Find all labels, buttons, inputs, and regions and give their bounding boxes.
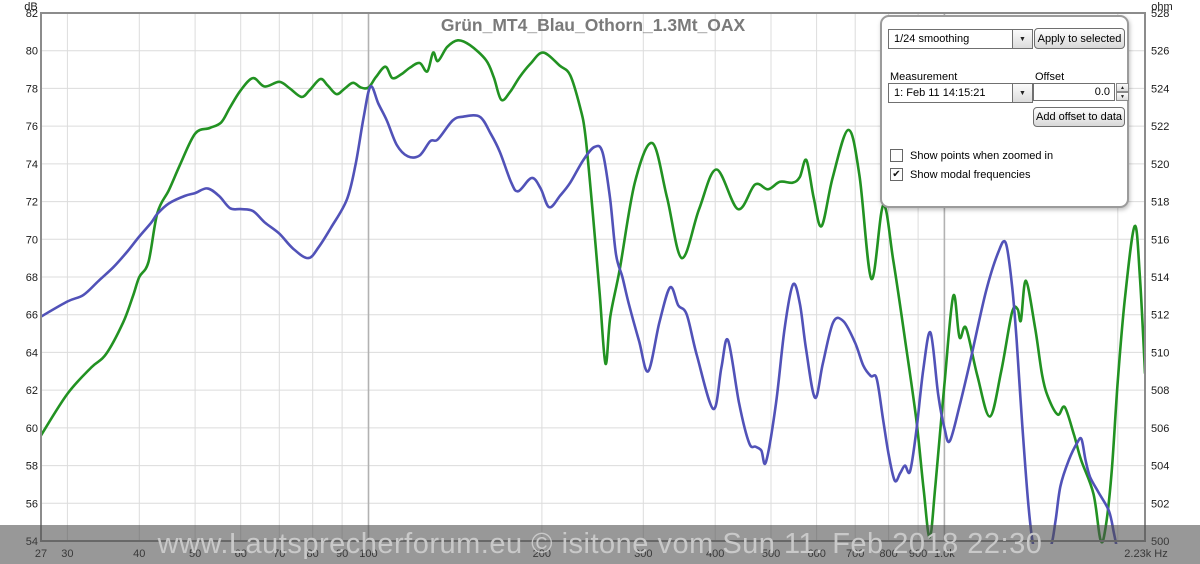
axis-label: 70 xyxy=(26,234,38,246)
axis-label: 76 xyxy=(26,121,38,133)
axis-label: 514 xyxy=(1151,272,1169,284)
offset-input[interactable]: 0.0 xyxy=(1033,83,1115,101)
chart-title: Grün_MT4_Blau_Othorn_1.3Mt_OAX xyxy=(441,15,746,35)
axis-label: 66 xyxy=(26,310,38,322)
series-curve-green xyxy=(41,38,1145,544)
axis-label: 528 xyxy=(1151,8,1169,20)
axis-label: 520 xyxy=(1151,159,1169,171)
watermark-text: www.Lautsprecherforum.eu © isitone vom S… xyxy=(157,528,1043,560)
smoothing-value: 1/24 smoothing xyxy=(894,33,970,45)
axis-label: 72 xyxy=(26,197,38,209)
offset-spinner[interactable]: 0.0 ▲ ▼ xyxy=(1033,83,1129,101)
measurement-dropdown[interactable]: 1: Feb 11 14:15:21 ▼ xyxy=(888,83,1033,103)
axis-label: 56 xyxy=(26,498,38,510)
axis-label: 516 xyxy=(1151,234,1169,246)
axis-label: 82 xyxy=(26,8,38,20)
show-points-label: Show points when zoomed in xyxy=(910,149,1054,162)
show-points-row[interactable]: Show points when zoomed in xyxy=(890,149,1053,162)
spinner-up-icon[interactable]: ▲ xyxy=(1116,83,1129,92)
axis-label: 60 xyxy=(26,423,38,435)
axis-label: 74 xyxy=(26,159,38,171)
axis-label: 512 xyxy=(1151,310,1169,322)
axis-label: 510 xyxy=(1151,347,1169,359)
axis-label: 508 xyxy=(1151,385,1169,397)
show-modal-checkbox[interactable]: ✔ xyxy=(890,168,903,181)
chevron-down-icon[interactable]: ▼ xyxy=(1012,30,1032,48)
measurement-value: 1: Feb 11 14:15:21 xyxy=(894,87,986,99)
show-points-checkbox[interactable] xyxy=(890,149,903,162)
chevron-down-icon[interactable]: ▼ xyxy=(1012,84,1032,102)
axis-label: 506 xyxy=(1151,423,1169,435)
add-offset-button[interactable]: Add offset to data xyxy=(1033,107,1125,127)
axis-label: 526 xyxy=(1151,46,1169,58)
apply-to-selected-button[interactable]: Apply to selected xyxy=(1034,28,1125,49)
axis-label: 502 xyxy=(1151,498,1169,510)
axis-label: 62 xyxy=(26,385,38,397)
smoothing-dropdown[interactable]: 1/24 smoothing ▼ xyxy=(888,29,1033,49)
offset-label: Offset xyxy=(1035,71,1065,83)
show-modal-row[interactable]: ✔ Show modal frequencies xyxy=(890,168,1030,181)
measurement-label: Measurement xyxy=(890,71,958,83)
watermark-band: www.Lautsprecherforum.eu © isitone vom S… xyxy=(0,525,1200,564)
axis-label: 78 xyxy=(26,83,38,95)
axis-label: 504 xyxy=(1151,461,1169,473)
axis-label: 64 xyxy=(26,347,38,359)
show-modal-label: Show modal frequencies xyxy=(910,168,1031,181)
axis-label: ohm xyxy=(1151,1,1172,13)
axis-label: 58 xyxy=(26,461,38,473)
axis-label: dB xyxy=(24,1,37,13)
axis-label: 522 xyxy=(1151,121,1169,133)
series-curve-blue xyxy=(41,84,1118,544)
axis-label: 68 xyxy=(26,272,38,284)
axis-label: 524 xyxy=(1151,83,1169,95)
axis-label: 80 xyxy=(26,46,38,58)
controls-panel: 1/24 smoothing ▼ Apply to selected Measu… xyxy=(880,15,1129,208)
axis-label: 518 xyxy=(1151,197,1169,209)
spinner-down-icon[interactable]: ▼ xyxy=(1116,92,1129,101)
